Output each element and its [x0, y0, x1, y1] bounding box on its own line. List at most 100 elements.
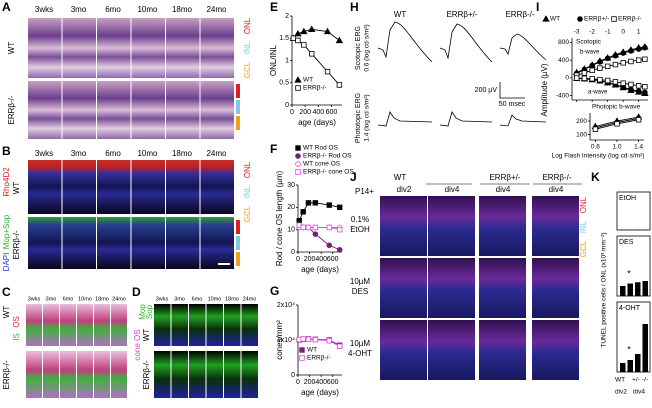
micrograph — [428, 320, 475, 380]
row-label: WT — [7, 42, 16, 55]
column-label: 10mo — [137, 149, 158, 158]
micrograph — [380, 258, 427, 318]
x-axis-label: age (days) — [301, 388, 339, 397]
micrograph — [132, 217, 166, 269]
column-label: ERRβ+/- — [446, 10, 477, 19]
condition-label: Phototopic ERG — [355, 93, 362, 143]
micrograph — [60, 304, 76, 346]
y-tick-label: 0 — [291, 372, 295, 379]
scale-label: 50 msec — [499, 101, 526, 108]
x-tick-label: 1.4 — [634, 144, 643, 151]
marker — [313, 225, 318, 230]
erg-trace — [378, 22, 432, 62]
micrograph — [242, 304, 259, 346]
y-axis-label: Rod / cone OS length (µm) — [275, 171, 284, 267]
micrograph — [28, 18, 62, 78]
row-label: 10µM — [350, 339, 371, 348]
micrograph — [201, 160, 235, 214]
marker — [582, 71, 587, 76]
x-tick-label: 1 — [637, 29, 641, 36]
micrograph — [172, 304, 189, 346]
micrograph — [166, 18, 200, 78]
annotation: b-wave — [580, 50, 600, 56]
marker — [297, 218, 302, 223]
marker — [337, 227, 342, 232]
genotype-label: ERRβ+/- — [489, 173, 520, 182]
legend-marker — [578, 17, 583, 22]
column-label: 3wks — [35, 149, 53, 158]
column-label: div4 — [549, 185, 564, 194]
micrograph — [63, 18, 97, 78]
inset-title: Photopic b-wave — [592, 104, 640, 111]
layer-bar — [236, 236, 240, 250]
marker — [306, 225, 311, 230]
x-tick-label: 600 — [327, 379, 339, 386]
column-label: 6mo — [105, 149, 121, 158]
marker — [590, 68, 595, 73]
micrograph — [28, 160, 62, 214]
marker — [590, 76, 595, 81]
column-label: 10mo — [208, 296, 222, 302]
erg-trace — [378, 112, 432, 126]
micrograph — [479, 258, 526, 318]
micrograph — [28, 81, 62, 139]
y-tick-label: 100 — [576, 131, 587, 138]
micrograph — [60, 351, 76, 398]
marker — [296, 38, 301, 43]
layer-label: ONL — [243, 161, 252, 178]
marker — [574, 76, 579, 81]
marker — [643, 57, 648, 62]
column-label: 3mo — [174, 296, 185, 302]
column-label: 6mo — [192, 296, 203, 302]
y-tick-label: 20 — [287, 204, 295, 211]
micrograph — [532, 258, 579, 318]
row-label: ERRβ-/- — [7, 95, 16, 124]
column-label: 3wks — [35, 5, 53, 14]
row-label: WT — [2, 306, 11, 319]
marker — [593, 127, 598, 132]
legend-marker — [296, 162, 301, 167]
label: C — [2, 285, 11, 299]
scale-label: 200 µV — [475, 87, 498, 94]
micrograph — [28, 217, 62, 269]
layer-label: GCL — [243, 61, 252, 78]
bar — [635, 282, 641, 296]
row-label: 4-OHT — [348, 349, 372, 358]
column-label: 10mo — [78, 296, 92, 302]
significance: * — [627, 344, 631, 354]
marker — [336, 37, 342, 42]
row-label: WT — [12, 182, 21, 195]
micrograph — [172, 351, 189, 398]
layer-bar — [236, 220, 240, 234]
micrograph — [94, 351, 110, 398]
micrograph — [207, 351, 224, 398]
marker — [337, 247, 342, 252]
bar — [635, 354, 641, 372]
group-label: div2 — [615, 389, 627, 396]
legend-marker — [296, 86, 301, 91]
x-tick-label: 200 — [304, 379, 316, 386]
x-tick-label: 0 — [621, 29, 625, 36]
x-tick-label: 600 — [326, 109, 338, 116]
y-tick-label: 2x10⁴ — [277, 302, 295, 309]
micrograph — [97, 18, 131, 78]
condition-label: Scotopic ERG — [355, 26, 362, 70]
marker — [327, 203, 332, 208]
column-label: WT — [394, 10, 407, 19]
annotation: Scotopic — [576, 39, 602, 46]
erg-trace — [500, 115, 546, 126]
y-tick-label: 10 — [287, 227, 295, 234]
marker — [313, 232, 318, 237]
column-label: div4 — [445, 185, 460, 194]
x-tick-label: 0 — [296, 379, 300, 386]
x-tick-label: -/- — [642, 377, 648, 384]
marker — [642, 90, 647, 95]
column-label: 3mo — [71, 5, 87, 14]
stage-label: P14+ — [355, 187, 374, 196]
micrograph — [224, 351, 241, 398]
legend-label: WT — [550, 16, 560, 23]
layer-bar — [236, 84, 240, 98]
marker — [621, 51, 626, 56]
x-tick-label: -1 — [605, 29, 611, 36]
